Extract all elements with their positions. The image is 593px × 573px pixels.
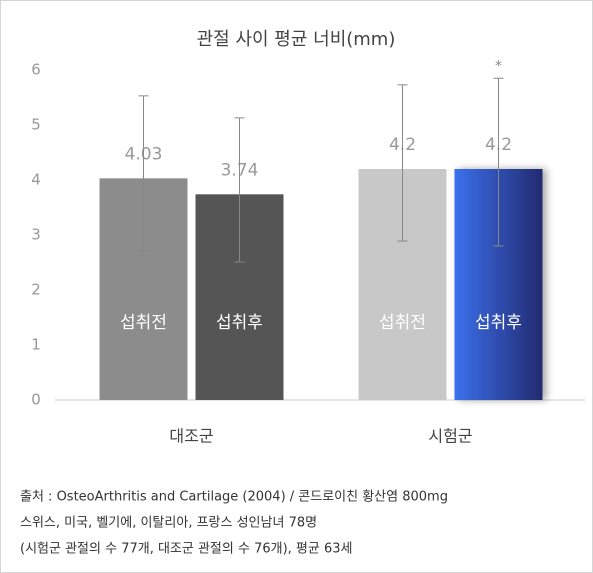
x-tick-label: 시험군 xyxy=(428,427,472,446)
footnote: 스위스, 미국, 벨기에, 이탈리아, 프랑스 성인남녀 78명 xyxy=(20,516,317,531)
footnote: (시험군 관절의 수 77개, 대조군 관절의 수 76개), 평균 63세 xyxy=(20,542,352,557)
bar-label: 섭취후 xyxy=(475,313,522,333)
y-tick-label: 2 xyxy=(31,281,41,299)
x-tick-label: 대조군 xyxy=(169,427,213,446)
annotation: * xyxy=(495,58,502,74)
y-tick-label: 1 xyxy=(31,336,41,354)
bar-label: 섭취전 xyxy=(379,313,426,333)
y-tick-label: 3 xyxy=(31,226,41,244)
chart-title: 관절 사이 평균 너비(mm) xyxy=(197,29,396,50)
y-tick-label: 4 xyxy=(31,171,41,189)
y-tick-label: 0 xyxy=(31,391,41,409)
y-tick-label: 6 xyxy=(31,61,41,79)
y-tick-label: 5 xyxy=(31,116,41,134)
bar-label: 섭취전 xyxy=(120,313,167,333)
bar-label: 섭취후 xyxy=(216,313,263,333)
footnote: 출처 : OsteoArthritis and Cartilage (2004)… xyxy=(20,490,448,505)
